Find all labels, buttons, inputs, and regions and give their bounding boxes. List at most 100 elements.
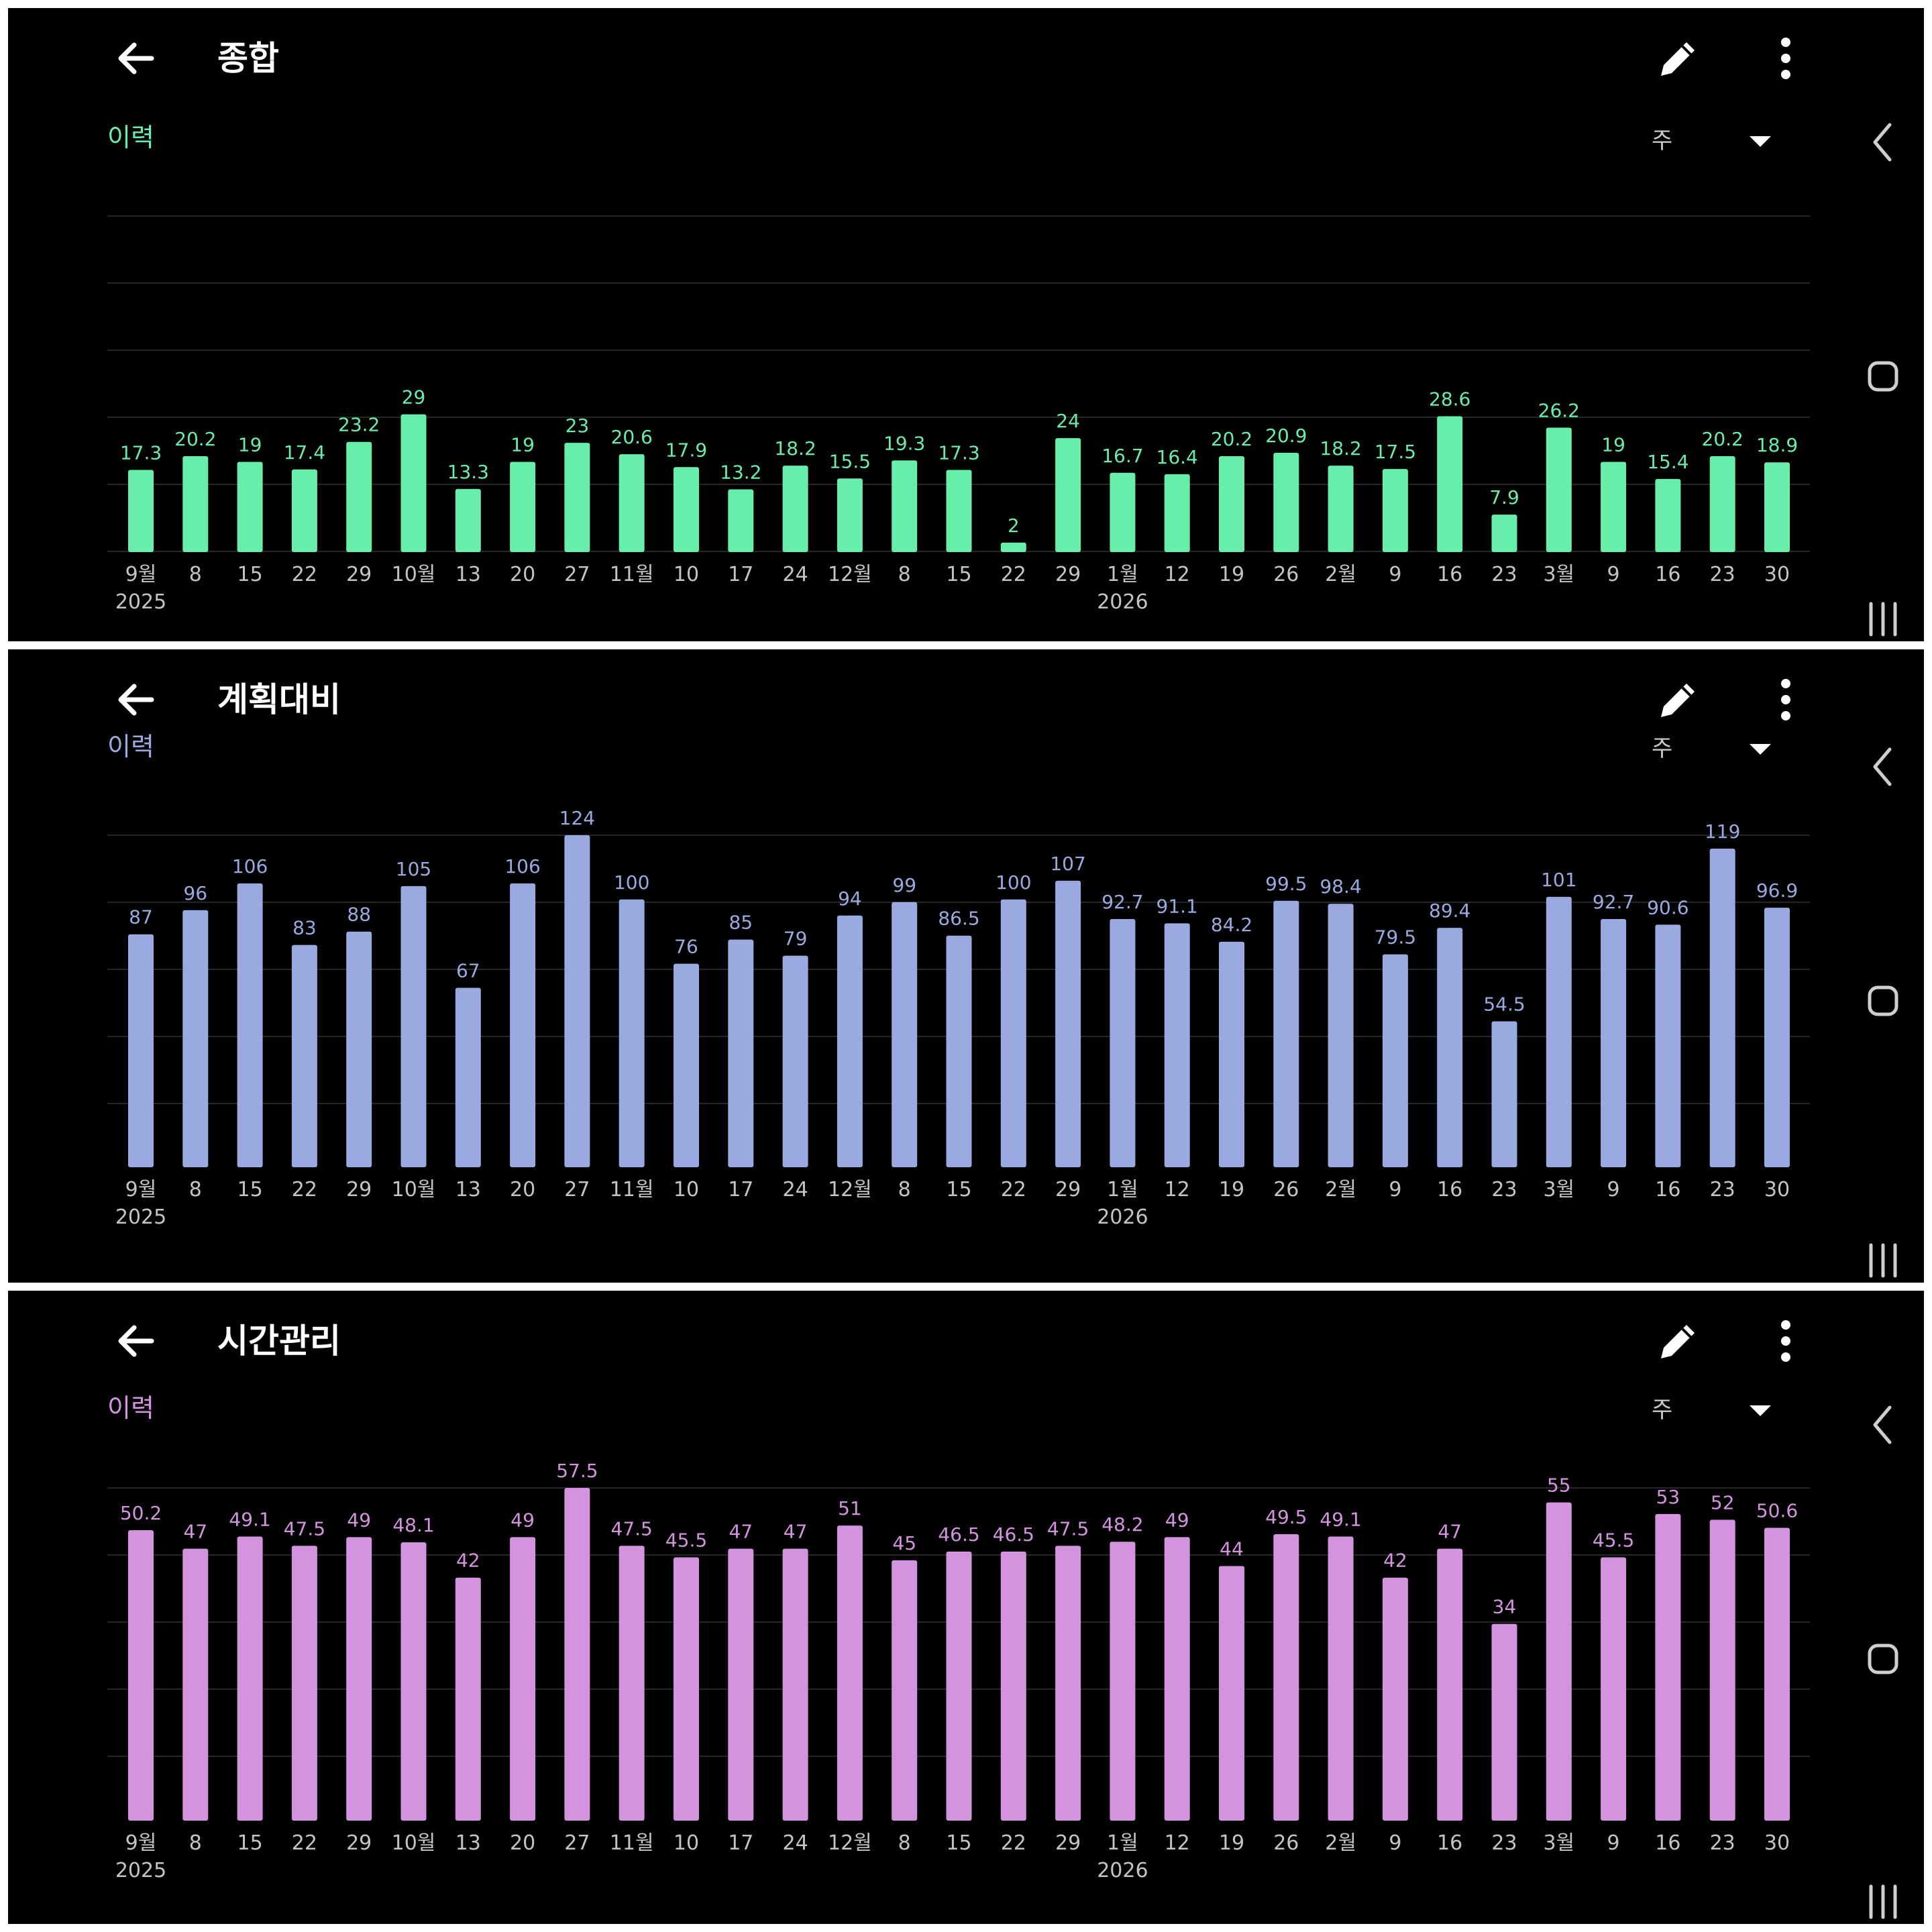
- bar[interactable]: [1055, 438, 1081, 552]
- chevron-left-icon[interactable]: [1863, 115, 1903, 169]
- bar[interactable]: [619, 454, 645, 552]
- bar[interactable]: [1764, 462, 1790, 552]
- bar[interactable]: [510, 462, 536, 552]
- bar[interactable]: [1709, 848, 1735, 1167]
- bar[interactable]: [946, 1551, 972, 1821]
- bar[interactable]: [782, 466, 808, 552]
- bar[interactable]: [1655, 1513, 1681, 1821]
- bar[interactable]: [782, 1548, 808, 1821]
- bar[interactable]: [1655, 924, 1681, 1167]
- bar[interactable]: [1328, 904, 1354, 1167]
- bar[interactable]: [837, 478, 863, 552]
- pencil-icon[interactable]: [1652, 673, 1705, 727]
- more-vert-icon[interactable]: [1766, 32, 1806, 85]
- bar[interactable]: [1709, 1519, 1735, 1821]
- bar[interactable]: [237, 1536, 263, 1821]
- bar[interactable]: [892, 460, 918, 552]
- bar[interactable]: [1546, 427, 1572, 552]
- bar[interactable]: [1382, 469, 1408, 552]
- bar[interactable]: [1764, 908, 1790, 1167]
- bar[interactable]: [1273, 453, 1299, 552]
- bar[interactable]: [1000, 542, 1026, 552]
- bar[interactable]: [455, 987, 481, 1167]
- bar[interactable]: [346, 931, 372, 1167]
- bar[interactable]: [346, 1537, 372, 1821]
- bar[interactable]: [291, 1546, 317, 1821]
- bar[interactable]: [1382, 954, 1408, 1167]
- bar[interactable]: [1273, 900, 1299, 1167]
- bar[interactable]: [1219, 1566, 1244, 1821]
- bar[interactable]: [1055, 1546, 1081, 1821]
- bar[interactable]: [564, 835, 590, 1167]
- bar[interactable]: [1546, 896, 1572, 1167]
- bar[interactable]: [674, 1557, 699, 1821]
- bar[interactable]: [946, 935, 972, 1167]
- bar[interactable]: [1000, 1551, 1026, 1821]
- bar[interactable]: [619, 1546, 645, 1821]
- bar[interactable]: [1273, 1534, 1299, 1821]
- bar[interactable]: [837, 1525, 863, 1821]
- bar[interactable]: [1601, 918, 1627, 1167]
- bar[interactable]: [728, 1548, 754, 1821]
- rounded-square-icon[interactable]: [1863, 1636, 1903, 1683]
- more-vert-icon[interactable]: [1766, 1314, 1806, 1368]
- bar[interactable]: [1655, 478, 1681, 552]
- bar[interactable]: [1000, 899, 1026, 1167]
- three-lines-icon[interactable]: [1863, 1881, 1903, 1921]
- bar[interactable]: [1437, 928, 1463, 1167]
- bar[interactable]: [1055, 880, 1081, 1167]
- bar[interactable]: [1219, 941, 1244, 1167]
- bar[interactable]: [728, 489, 754, 552]
- bar[interactable]: [1328, 1536, 1354, 1821]
- bar[interactable]: [1219, 455, 1244, 552]
- bar[interactable]: [400, 414, 427, 552]
- bar[interactable]: [1110, 918, 1136, 1167]
- chevron-left-icon[interactable]: [1863, 1398, 1903, 1452]
- rounded-square-icon[interactable]: [1863, 978, 1903, 1025]
- bar[interactable]: [455, 488, 481, 552]
- bar[interactable]: [1164, 474, 1190, 552]
- bar[interactable]: [1164, 923, 1190, 1167]
- bar[interactable]: [237, 883, 263, 1167]
- bar[interactable]: [1491, 515, 1517, 552]
- bar[interactable]: [837, 915, 863, 1167]
- pencil-icon[interactable]: [1652, 1314, 1705, 1368]
- bar[interactable]: [1437, 416, 1463, 552]
- three-lines-icon[interactable]: [1863, 1240, 1903, 1280]
- bar[interactable]: [674, 467, 699, 552]
- bar[interactable]: [510, 1537, 536, 1821]
- bar[interactable]: [1110, 472, 1136, 552]
- bar[interactable]: [674, 963, 699, 1167]
- bar[interactable]: [455, 1577, 481, 1821]
- bar[interactable]: [291, 469, 317, 552]
- bar[interactable]: [182, 910, 209, 1167]
- bar[interactable]: [291, 945, 317, 1167]
- bar[interactable]: [1328, 466, 1354, 552]
- bar[interactable]: [1601, 1557, 1627, 1821]
- bar[interactable]: [1437, 1548, 1463, 1821]
- bar[interactable]: [182, 455, 209, 552]
- bar[interactable]: [1491, 1021, 1517, 1167]
- bar[interactable]: [1164, 1537, 1190, 1821]
- bar[interactable]: [619, 899, 645, 1167]
- bar[interactable]: [1764, 1527, 1790, 1821]
- bar[interactable]: [1709, 455, 1735, 552]
- bar[interactable]: [128, 470, 154, 552]
- period-dropdown[interactable]: 주: [1631, 119, 1806, 166]
- rounded-square-icon[interactable]: [1863, 354, 1903, 400]
- bar[interactable]: [237, 462, 263, 552]
- bar[interactable]: [346, 441, 372, 552]
- bar[interactable]: [1491, 1623, 1517, 1821]
- bar[interactable]: [892, 1560, 918, 1821]
- arrow-left-icon[interactable]: [109, 673, 162, 727]
- arrow-left-icon[interactable]: [109, 32, 162, 85]
- bar[interactable]: [564, 443, 590, 552]
- bar[interactable]: [1382, 1577, 1408, 1821]
- more-vert-icon[interactable]: [1766, 673, 1806, 727]
- three-lines-icon[interactable]: [1863, 598, 1903, 639]
- bar[interactable]: [946, 470, 972, 552]
- period-dropdown[interactable]: 주: [1631, 727, 1806, 773]
- arrow-left-icon[interactable]: [109, 1314, 162, 1368]
- bar[interactable]: [1546, 1502, 1572, 1821]
- bar[interactable]: [1601, 462, 1627, 552]
